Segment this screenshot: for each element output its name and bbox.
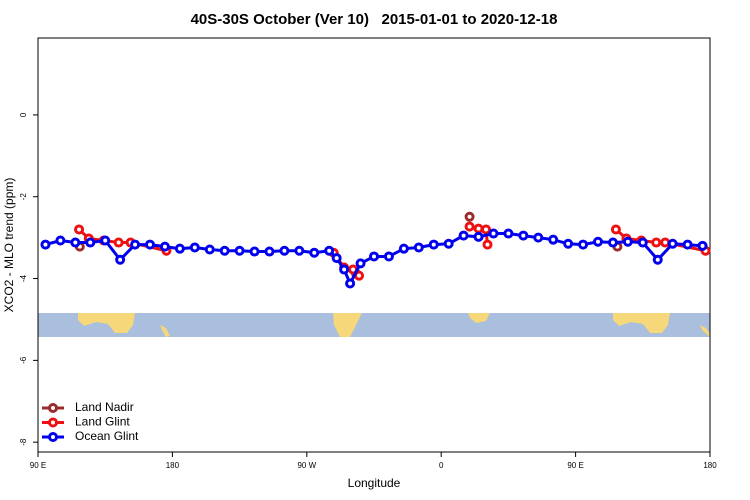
- plot-frame: [37, 37, 711, 453]
- legend-marker: [48, 417, 58, 428]
- y-tick-label: 0: [19, 112, 28, 117]
- point: [482, 239, 493, 250]
- y-tick-label: -4: [19, 274, 28, 282]
- point: [74, 224, 85, 235]
- legend-marker: [48, 403, 58, 413]
- point: [464, 211, 475, 222]
- point: [637, 237, 648, 248]
- point: [473, 223, 484, 234]
- point: [159, 241, 170, 252]
- point: [413, 242, 424, 253]
- point: [345, 278, 356, 289]
- point: [130, 239, 141, 250]
- point: [610, 224, 621, 235]
- point: [503, 228, 514, 239]
- point: [309, 247, 320, 258]
- legend-label: Land Nadir: [75, 400, 134, 414]
- y-axis-label: XCO2 - MLO trend (ppm): [2, 178, 16, 313]
- point: [189, 242, 200, 253]
- point: [458, 230, 469, 241]
- legend-label: Ocean Glint: [75, 429, 139, 443]
- point: [533, 232, 544, 243]
- x-tick-label: 90 W: [297, 461, 316, 470]
- point: [294, 245, 305, 256]
- point: [697, 240, 708, 251]
- point: [70, 237, 81, 248]
- point: [518, 230, 529, 241]
- x-tick-label: 0: [439, 461, 444, 470]
- point: [369, 251, 379, 262]
- point: [383, 251, 394, 262]
- point: [428, 239, 439, 250]
- point: [204, 244, 215, 255]
- point: [145, 239, 155, 250]
- point: [488, 228, 499, 239]
- chart-title: 40S-30S October (Ver 10) 2015-01-01 to 2…: [191, 11, 558, 28]
- point: [660, 237, 671, 248]
- y-tick-label: -6: [19, 356, 28, 364]
- point: [339, 264, 350, 275]
- point: [113, 237, 124, 248]
- point: [331, 253, 342, 264]
- point: [593, 236, 603, 247]
- x-tick-label: 90 E: [30, 461, 46, 470]
- point: [682, 239, 693, 250]
- point: [481, 224, 491, 235]
- x-tick-label: 90 E: [567, 461, 583, 470]
- series-line: [78, 225, 706, 277]
- point: [398, 243, 409, 254]
- point: [324, 245, 335, 256]
- point: [651, 237, 662, 248]
- point: [264, 246, 275, 257]
- point: [443, 238, 454, 249]
- point: [174, 243, 185, 254]
- point: [607, 237, 618, 248]
- x-tick-label: 180: [703, 461, 717, 470]
- x-tick-label: 180: [166, 461, 180, 470]
- point: [55, 235, 66, 246]
- point: [85, 237, 96, 248]
- point: [667, 238, 678, 249]
- map-strip: [38, 313, 710, 337]
- legend-label: Land Glint: [75, 415, 130, 429]
- point: [40, 239, 51, 250]
- point: [249, 246, 260, 257]
- y-tick-label: -8: [19, 438, 28, 446]
- point: [622, 236, 633, 247]
- legend-marker: [48, 432, 58, 442]
- y-tick-label: -2: [19, 193, 28, 201]
- point: [279, 245, 290, 256]
- point: [355, 258, 366, 269]
- point: [115, 254, 126, 265]
- point: [473, 231, 484, 242]
- point: [548, 234, 559, 245]
- point: [578, 239, 589, 250]
- point: [464, 221, 475, 232]
- point: [563, 238, 574, 249]
- point: [652, 254, 663, 265]
- point: [219, 245, 230, 256]
- point: [234, 245, 245, 256]
- point: [100, 235, 111, 246]
- x-axis-label: Longitude: [348, 476, 401, 490]
